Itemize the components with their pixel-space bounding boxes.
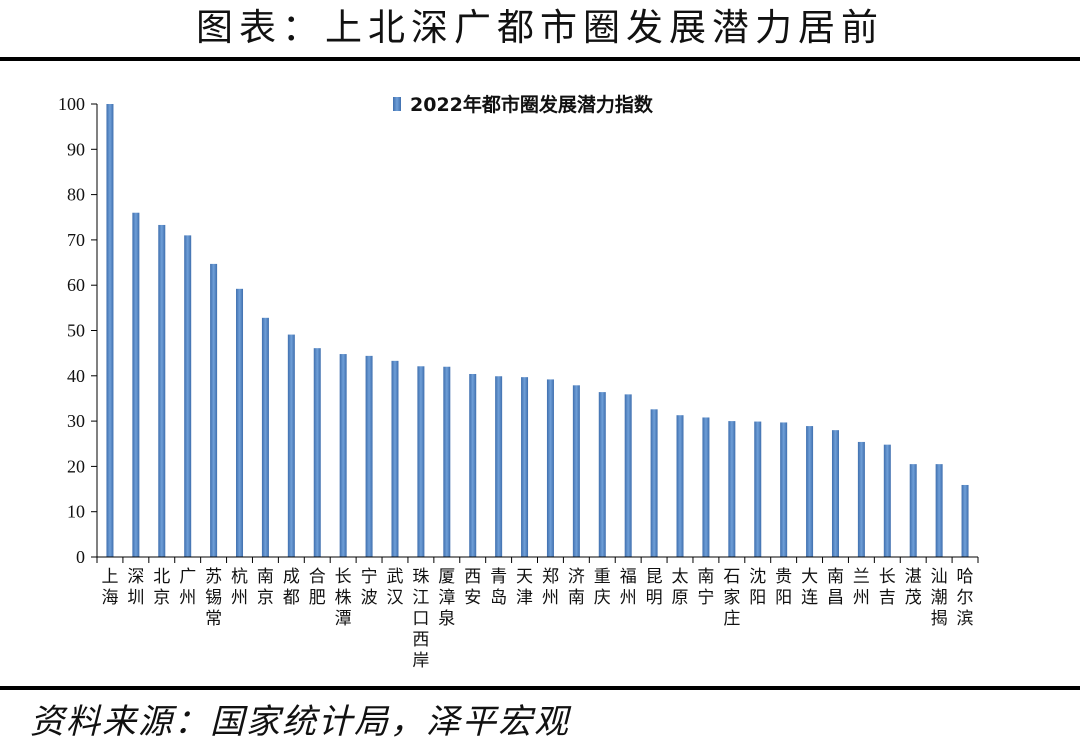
- x-tick-label: 兰州: [853, 567, 870, 608]
- page-title: 图表：上北深广都市圈发展潜力居前: [196, 6, 884, 49]
- x-tick-label: 成都: [283, 567, 300, 608]
- bar: [728, 421, 736, 557]
- y-tick-label: 70: [67, 230, 85, 250]
- y-tick-label: 80: [67, 185, 85, 205]
- x-tick-label: 宁波: [361, 567, 378, 608]
- x-tick-label: 上海: [101, 567, 118, 608]
- source-note: 资料来源：国家统计局，泽平宏观: [30, 702, 570, 742]
- bar: [106, 104, 114, 557]
- bar: [469, 373, 477, 557]
- x-tick-label: 西安: [464, 567, 481, 608]
- bar: [572, 385, 580, 557]
- bar: [909, 464, 917, 557]
- bar: [417, 366, 425, 557]
- x-tick-label: 长株潭: [335, 567, 352, 629]
- x-tick-label: 南宁: [697, 567, 714, 608]
- bar: [287, 334, 295, 557]
- bar: [184, 235, 192, 557]
- bar: [676, 415, 684, 557]
- bar: [702, 417, 710, 557]
- bar: [521, 377, 529, 557]
- bar: [261, 317, 269, 557]
- x-tick-label: 长吉: [879, 567, 896, 608]
- x-tick-label: 贵阳: [775, 567, 792, 608]
- legend-swatch: [393, 97, 401, 111]
- x-axis: 上海深圳北京广州苏锡常杭州南京成都合肥长株潭宁波武汉珠江口西岸厦漳泉西安青岛天津…: [96, 556, 979, 671]
- bottom-divider: [0, 686, 1080, 690]
- bars: [106, 104, 969, 558]
- x-tick-label: 大连: [801, 567, 818, 608]
- x-tick-label: 哈尔滨: [957, 567, 974, 629]
- bar: [831, 430, 839, 557]
- bar: [624, 394, 632, 557]
- x-tick-label: 沈阳: [749, 567, 766, 608]
- x-tick-label: 汕潮揭: [931, 567, 948, 629]
- bar: [598, 392, 606, 557]
- bar: [210, 263, 218, 557]
- y-tick-label: 50: [67, 321, 85, 341]
- bar: [780, 422, 788, 557]
- x-tick-label: 太原: [672, 567, 689, 608]
- x-tick-label: 南昌: [827, 567, 844, 608]
- bar: [546, 379, 554, 557]
- y-tick-label: 10: [67, 502, 85, 522]
- x-tick-label: 广州: [179, 567, 196, 608]
- y-tick-label: 40: [67, 366, 85, 386]
- x-tick-label: 南京: [257, 567, 274, 608]
- bar: [443, 366, 451, 557]
- y-tick-label: 0: [76, 547, 85, 567]
- bar: [650, 409, 658, 557]
- bar: [883, 444, 891, 557]
- x-tick-label: 苏锡常: [205, 567, 222, 629]
- y-tick-label: 30: [67, 411, 85, 431]
- x-tick-label: 昆明: [646, 567, 663, 608]
- bar: [391, 360, 399, 557]
- bar: [806, 426, 814, 557]
- x-tick-label: 合肥: [309, 567, 326, 608]
- x-tick-label: 石家庄: [723, 567, 740, 629]
- x-tick-label: 天津: [516, 567, 533, 608]
- x-tick-label: 杭州: [231, 567, 248, 608]
- bar: [313, 348, 321, 557]
- x-tick-label: 湛茂: [905, 567, 922, 608]
- x-tick-label: 济南: [568, 567, 585, 608]
- x-tick-label: 重庆: [594, 567, 611, 608]
- bar: [495, 376, 503, 557]
- bar: [236, 288, 244, 557]
- bar: [754, 421, 762, 557]
- bar: [132, 212, 140, 557]
- x-tick-label: 武汉: [386, 567, 403, 608]
- bar: [935, 464, 943, 557]
- x-tick-label: 厦漳泉: [438, 567, 455, 629]
- y-axis: 0 10 20 30 40 50 60 70 80 90 100: [58, 94, 98, 567]
- bar: [339, 354, 347, 557]
- bar-chart: 0 10 20 30 40 50 60 70 80 90 100 上海深圳北京广州苏锡常杭州南京成都…: [58, 93, 979, 671]
- bar: [857, 441, 865, 557]
- x-tick-label: 青岛: [490, 567, 507, 608]
- x-tick-label: 福州: [620, 567, 637, 608]
- x-tick-label: 北京: [153, 567, 170, 608]
- legend-label: 2022年都市圈发展潜力指数: [410, 93, 654, 116]
- y-tick-label: 90: [67, 139, 85, 159]
- bar: [365, 355, 373, 557]
- y-tick-label: 100: [58, 94, 85, 114]
- x-tick-label: 珠江口西岸: [412, 567, 429, 671]
- y-tick-label: 60: [67, 275, 85, 295]
- x-tick-label: 郑州: [542, 567, 559, 608]
- legend: 2022年都市圈发展潜力指数: [393, 93, 654, 116]
- bar: [158, 224, 166, 558]
- x-tick-label: 深圳: [127, 567, 144, 608]
- bar: [961, 484, 969, 557]
- y-tick-label: 20: [67, 456, 85, 476]
- top-divider: [0, 57, 1080, 61]
